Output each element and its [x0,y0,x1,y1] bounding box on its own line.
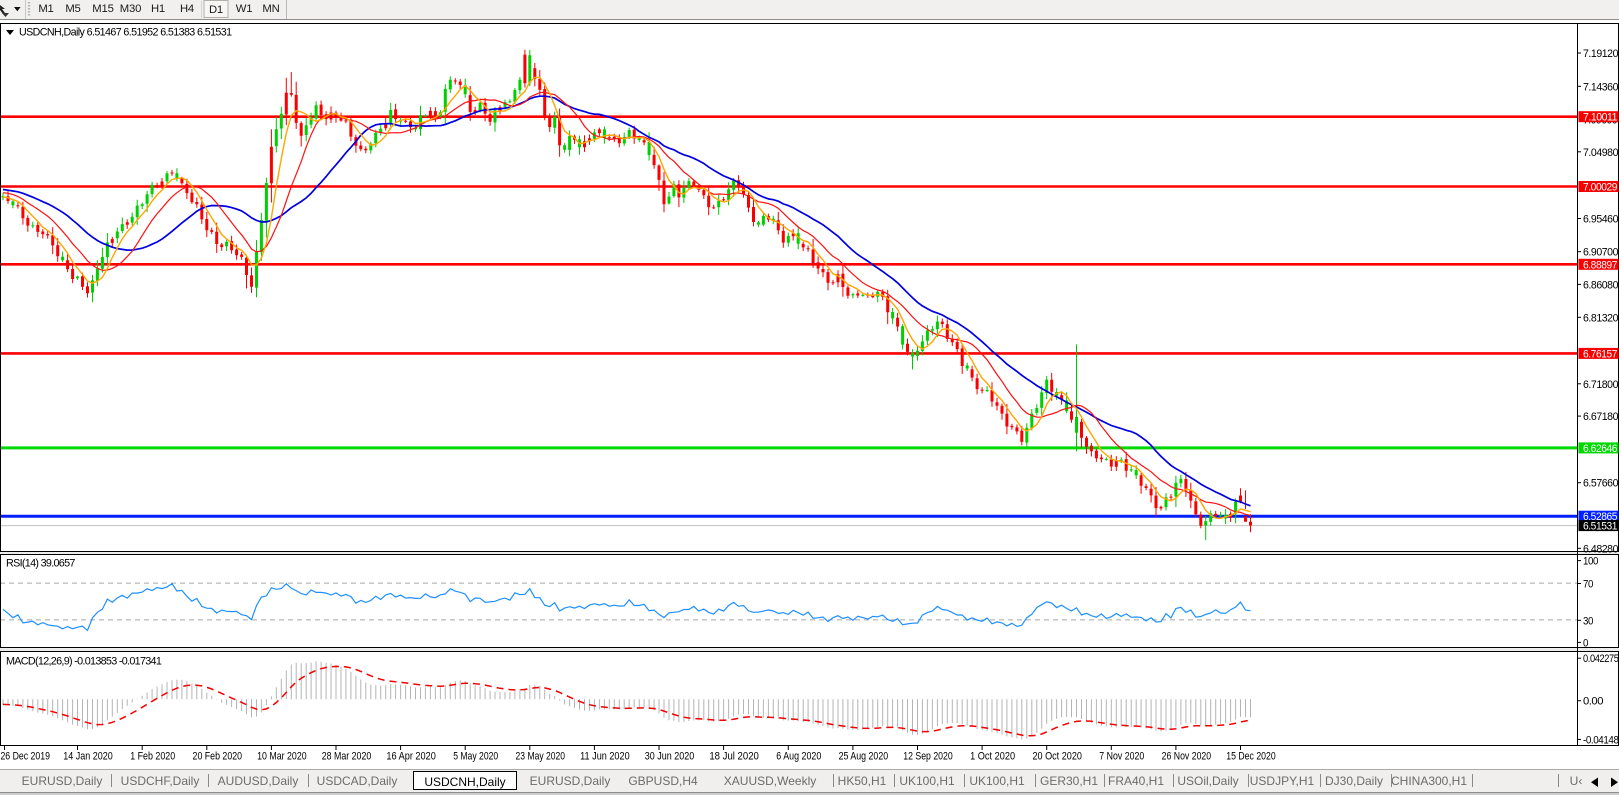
svg-text:5 May 2020: 5 May 2020 [453,751,498,763]
svg-text:20 Feb 2020: 20 Feb 2020 [193,751,243,763]
svg-text:6.86080: 6.86080 [1583,279,1618,291]
svg-text:30 Jun 2020: 30 Jun 2020 [645,751,695,763]
svg-text:26 Dec 2019: 26 Dec 2019 [0,751,50,763]
svg-text:6.88897: 6.88897 [1583,259,1617,271]
svg-text:6 Aug 2020: 6 Aug 2020 [776,751,821,763]
svg-text:26 Nov 2020: 26 Nov 2020 [1162,751,1212,763]
svg-text:14 Jan 2020: 14 Jan 2020 [63,751,113,763]
svg-text:15 Dec 2020: 15 Dec 2020 [1226,751,1276,763]
svg-text:6.71800: 6.71800 [1583,379,1618,391]
svg-text:MACD(12,26,9) -0.013853 -0.017: MACD(12,26,9) -0.013853 -0.017341 [6,656,162,668]
svg-text:6.95460: 6.95460 [1583,214,1618,226]
svg-text:1 Oct 2020: 1 Oct 2020 [970,751,1015,763]
svg-text:6.90700: 6.90700 [1583,247,1618,259]
svg-text:12 Sep 2020: 12 Sep 2020 [903,751,953,763]
svg-text:7.14360: 7.14360 [1583,81,1618,93]
svg-text:23 May 2020: 23 May 2020 [516,751,566,763]
svg-text:28 Mar 2020: 28 Mar 2020 [322,751,372,763]
svg-text:6.76157: 6.76157 [1583,348,1617,360]
svg-text:0: 0 [1583,637,1588,649]
svg-text:7.00029: 7.00029 [1583,182,1617,194]
svg-text:6.62646: 6.62646 [1583,443,1617,455]
svg-text:10 Mar 2020: 10 Mar 2020 [257,751,307,763]
svg-text:7.19120: 7.19120 [1583,48,1618,60]
svg-text:100: 100 [1583,556,1598,568]
svg-text:6.57660: 6.57660 [1583,478,1618,490]
svg-text:18 Jul 2020: 18 Jul 2020 [709,751,759,763]
svg-text:USDCNH,Daily 6.51467 6.51952: USDCNH,Daily 6.51467 6.51952 6.51383 6.5… [19,27,232,39]
svg-text:0.00: 0.00 [1583,696,1603,708]
svg-text:20 Oct 2020: 20 Oct 2020 [1032,751,1082,763]
svg-text:7 Nov 2020: 7 Nov 2020 [1099,751,1144,763]
svg-text:25 Aug 2020: 25 Aug 2020 [839,751,889,763]
svg-text:6.81320: 6.81320 [1583,312,1618,324]
svg-text:6.51531: 6.51531 [1583,521,1617,533]
svg-text:6.67180: 6.67180 [1583,411,1618,423]
svg-text:7.04980: 7.04980 [1583,147,1618,159]
svg-text:30: 30 [1583,615,1593,627]
svg-text:7.10011: 7.10011 [1583,112,1617,124]
svg-text:70: 70 [1583,579,1593,591]
svg-text:0.042275: 0.042275 [1583,653,1619,665]
svg-text:1 Feb 2020: 1 Feb 2020 [130,751,175,763]
svg-text:6.48280: 6.48280 [1583,543,1618,555]
svg-text:11 Jun 2020: 11 Jun 2020 [580,751,630,763]
svg-text:RSI(14) 39.0657: RSI(14) 39.0657 [6,558,75,570]
svg-text:16 Apr 2020: 16 Apr 2020 [386,751,436,763]
svg-text:-0.04148: -0.04148 [1583,734,1619,746]
